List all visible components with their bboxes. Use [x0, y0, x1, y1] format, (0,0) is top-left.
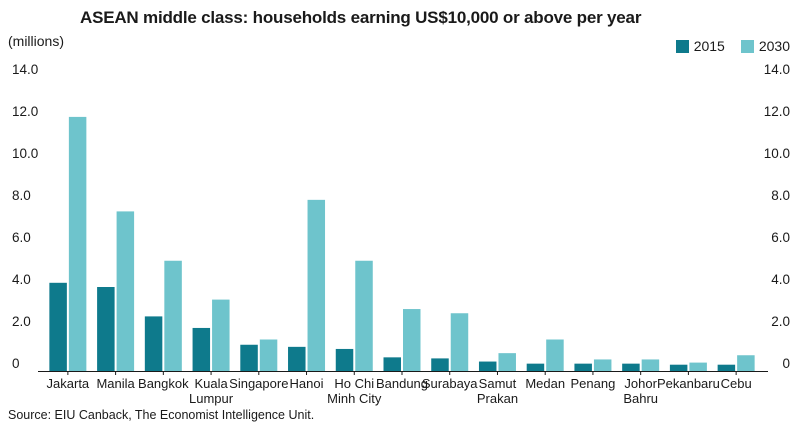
bar-2015-0	[49, 282, 67, 371]
y-tick-right-6: 2.0	[771, 314, 790, 329]
x-tick-label-7: Bandung	[376, 376, 428, 391]
legend-swatch-2030	[740, 39, 754, 53]
bar-2015-4	[240, 344, 258, 371]
bar-2030-3	[212, 299, 230, 371]
y-tick-right-2: 10.0	[764, 146, 790, 161]
bar-2030-5	[307, 199, 326, 371]
bar-2015-10	[526, 363, 545, 371]
y-tick-right-7: 0	[782, 356, 790, 371]
bar-2015-13	[669, 364, 688, 371]
bar-2030-14	[737, 355, 755, 371]
y-tick-left-4: 6.0	[12, 230, 31, 245]
y-tick-left-1: 12.0	[12, 104, 38, 119]
x-tick-label-5: Hanoi	[290, 376, 324, 391]
bar-2015-11	[574, 363, 592, 371]
y-tick-left-5: 4.0	[12, 272, 31, 287]
bar-2015-3	[192, 327, 211, 371]
bar-2030-11	[593, 359, 612, 371]
x-tick-label-13: Pekanbaru	[657, 376, 720, 391]
x-tick-label-6: Ho Chi Minh City	[327, 376, 382, 406]
y-tick-left-6: 2.0	[12, 314, 31, 329]
legend-label-2030: 2030	[758, 38, 790, 54]
legend-item-2015: 2015	[675, 38, 725, 54]
bar-2030-7	[403, 309, 421, 371]
bar-2015-8	[431, 358, 449, 371]
source-note: Source: EIU Canback, The Economist Intel…	[8, 408, 315, 422]
x-tick-label-14: Cebu	[721, 376, 752, 391]
legend-swatch-2015	[675, 39, 689, 53]
y-tick-right-0: 14.0	[764, 62, 790, 77]
bar-2030-2	[164, 260, 182, 371]
chart-title: ASEAN middle class: households earning U…	[80, 8, 642, 27]
bar-2015-1	[97, 287, 115, 371]
x-tick-label-10: Medan	[525, 376, 565, 391]
bar-2030-12	[641, 359, 660, 371]
y-axis-unit-label: (millions)	[8, 33, 64, 49]
bar-2030-9	[498, 353, 516, 371]
x-tick-label-8: Surabaya	[422, 376, 478, 391]
y-tick-right-1: 12.0	[764, 104, 790, 119]
bar-2030-10	[546, 339, 564, 371]
bar-2015-12	[622, 363, 640, 371]
y-tick-right-4: 6.0	[771, 230, 790, 245]
y-tick-left-7: 0	[12, 356, 20, 371]
y-tick-left-2: 10.0	[12, 146, 38, 161]
x-tick-label-12: Johor Bahru	[623, 376, 658, 406]
bar-2015-7	[383, 357, 401, 371]
y-tick-right-5: 4.0	[771, 272, 790, 287]
legend: 2015 2030	[666, 38, 790, 54]
bar-2030-8	[450, 313, 469, 371]
x-tick-label-0: Jakarta	[47, 376, 90, 391]
legend-label-2015: 2015	[693, 38, 725, 54]
x-tick-label-2: Bangkok	[138, 376, 189, 391]
bar-2015-6	[335, 348, 354, 371]
bar-2030-4	[259, 339, 278, 371]
legend-item-2030: 2030	[740, 38, 790, 54]
y-tick-left-0: 14.0	[12, 62, 38, 77]
bar-2030-0	[68, 116, 87, 372]
x-tick-label-4: Singapore	[229, 376, 288, 391]
bar-2015-2	[144, 316, 163, 371]
y-tick-right-3: 8.0	[771, 188, 790, 203]
bar-2015-9	[478, 361, 497, 371]
x-tick-label-9: Samut Prakan	[477, 376, 518, 406]
bar-2015-5	[288, 346, 306, 371]
x-tick-label-3: Kuala Lumpur	[189, 376, 234, 406]
bar-2030-1	[116, 211, 135, 371]
bar-2030-6	[355, 260, 373, 371]
x-tick-label-11: Penang	[571, 376, 616, 391]
bar-2015-14	[717, 364, 736, 371]
y-tick-left-3: 8.0	[12, 188, 31, 203]
bar-2030-13	[689, 362, 707, 371]
x-tick-label-1: Manila	[96, 376, 135, 391]
